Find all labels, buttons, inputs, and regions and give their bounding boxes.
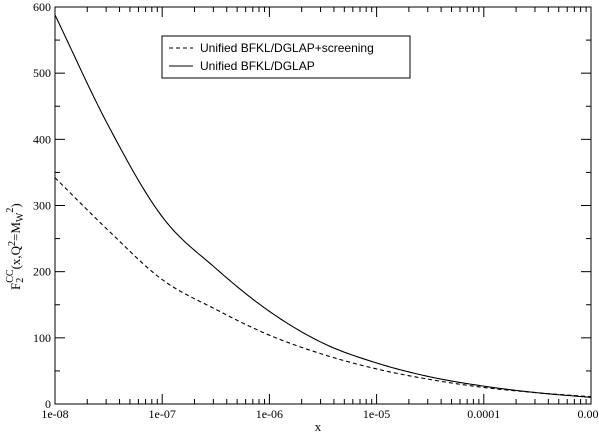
x-axis-label: x	[315, 419, 322, 434]
y-tick-label: 400	[33, 132, 51, 146]
legend: Unified BFKL/DGLAP+screening Unified BFK…	[161, 35, 411, 79]
tick-labels: 1e-08 1e-07 1e-06 1e-05 0.0001 0.001 0 100 200 30…	[33, 0, 599, 421]
legend-label-unified: Unified BFKL/DGLAP	[200, 59, 315, 73]
series-line-screening	[54, 177, 592, 398]
y-tick-label: 300	[33, 199, 51, 213]
y-tick-label: 100	[33, 331, 51, 345]
x-tick-label: 0.001	[578, 407, 599, 421]
y-tick-label: 200	[33, 265, 51, 279]
x-tick-label: 0.0001	[467, 407, 500, 421]
plot-frame	[54, 6, 592, 405]
axis-ticks	[54, 6, 592, 405]
x-tick-label: 1e-05	[363, 407, 390, 421]
x-tick-label: 1e-08	[41, 407, 68, 421]
y-tick-label: 600	[33, 0, 51, 14]
x-tick-label: 1e-06	[256, 407, 283, 421]
x-tick-label: 1e-07	[149, 407, 176, 421]
y-tick-label: 0	[45, 397, 51, 411]
y-axis-label: F2CC(x,Q2=MW2)	[5, 203, 26, 290]
y-tick-label: 500	[33, 66, 51, 80]
series-line-unified	[54, 14, 592, 398]
legend-box	[161, 35, 411, 79]
series-lines	[54, 14, 592, 398]
legend-label-screening: Unified BFKL/DGLAP+screening	[200, 41, 374, 55]
